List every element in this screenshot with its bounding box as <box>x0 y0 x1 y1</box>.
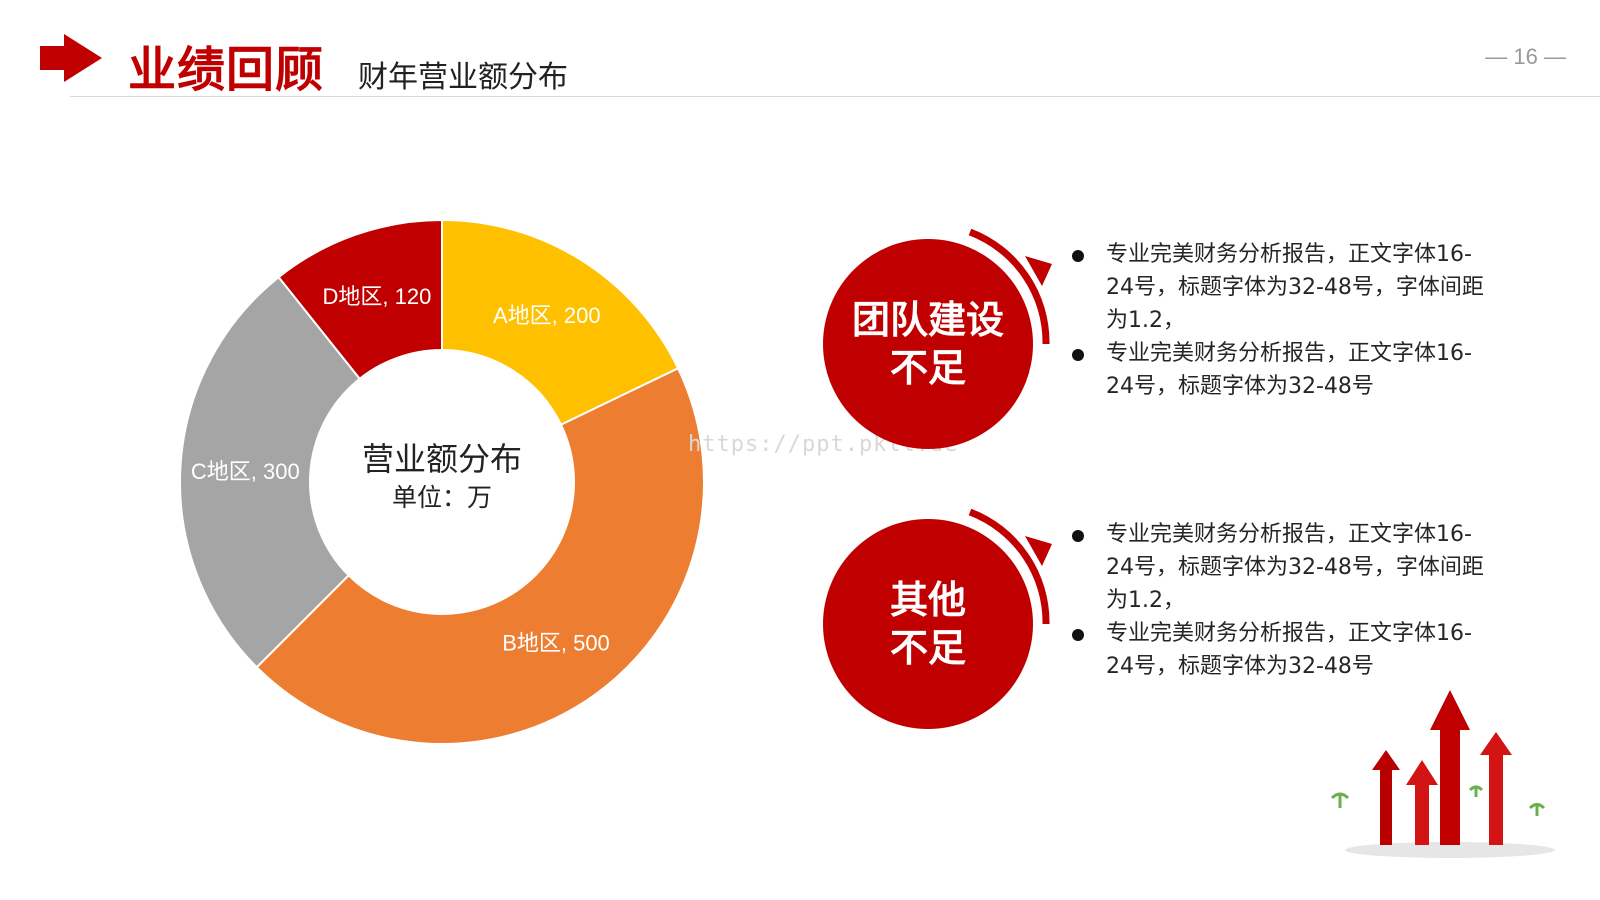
donut-slice-B地区 <box>255 366 705 745</box>
arrow-right-icon <box>40 34 102 82</box>
growth-arrows-illustration <box>1330 690 1555 858</box>
badge-team-building: 团队建设 不足 <box>820 228 1070 458</box>
donut-slice-A地区 <box>441 218 680 427</box>
donut-chart: A地区, 200 B地区, 500 C地区, 300 D地区, 120 营业额分布 单… <box>179 218 705 745</box>
badge-line1: 其他 <box>889 578 966 622</box>
header-divider <box>70 96 1600 97</box>
bullet-list-other: 专业完美财务分析报告，正文字体16-24号，标题字体为32-48号，字体间距为1… <box>1066 518 1496 683</box>
badge-line2: 不足 <box>889 346 966 390</box>
badge-other: 其他 不足 <box>820 508 1070 738</box>
donut-slice-label: D地区, 120 <box>323 284 432 309</box>
badge-ring-icon <box>823 228 1052 449</box>
page-title: 业绩回顾 <box>128 42 325 98</box>
page-number: — 16 — <box>1485 44 1566 69</box>
donut-slice-label: A地区, 200 <box>493 303 601 328</box>
page-subtitle: 财年营业额分布 <box>358 60 568 95</box>
donut-slice-label: B地区, 500 <box>502 631 610 656</box>
donut-slice-label: C地区, 300 <box>191 459 300 484</box>
donut-slice-C地区 <box>179 275 362 669</box>
bullet-list-team-building: 专业完美财务分析报告，正文字体16-24号，标题字体为32-48号，字体间距为1… <box>1066 238 1496 403</box>
donut-slices <box>179 218 705 745</box>
list-item: 专业完美财务分析报告，正文字体16-24号，标题字体为32-48号，字体间距为1… <box>1066 518 1496 617</box>
list-item: 专业完美财务分析报告，正文字体16-24号，标题字体为32-48号，字体间距为1… <box>1066 238 1496 337</box>
donut-center-unit: 单位：万 <box>392 483 492 512</box>
badge-line2: 不足 <box>889 626 966 670</box>
donut-center-title: 营业额分布 <box>362 440 522 478</box>
badge-ring-icon <box>823 508 1052 729</box>
donut-slice-D地区 <box>277 218 443 381</box>
badge-line1: 团队建设 <box>851 298 1004 342</box>
list-item: 专业完美财务分析报告，正文字体16-24号，标题字体为32-48号 <box>1066 617 1496 683</box>
list-item: 专业完美财务分析报告，正文字体16-24号，标题字体为32-48号 <box>1066 337 1496 403</box>
donut-slice-labels: A地区, 200 B地区, 500 C地区, 300 D地区, 120 <box>191 284 610 656</box>
